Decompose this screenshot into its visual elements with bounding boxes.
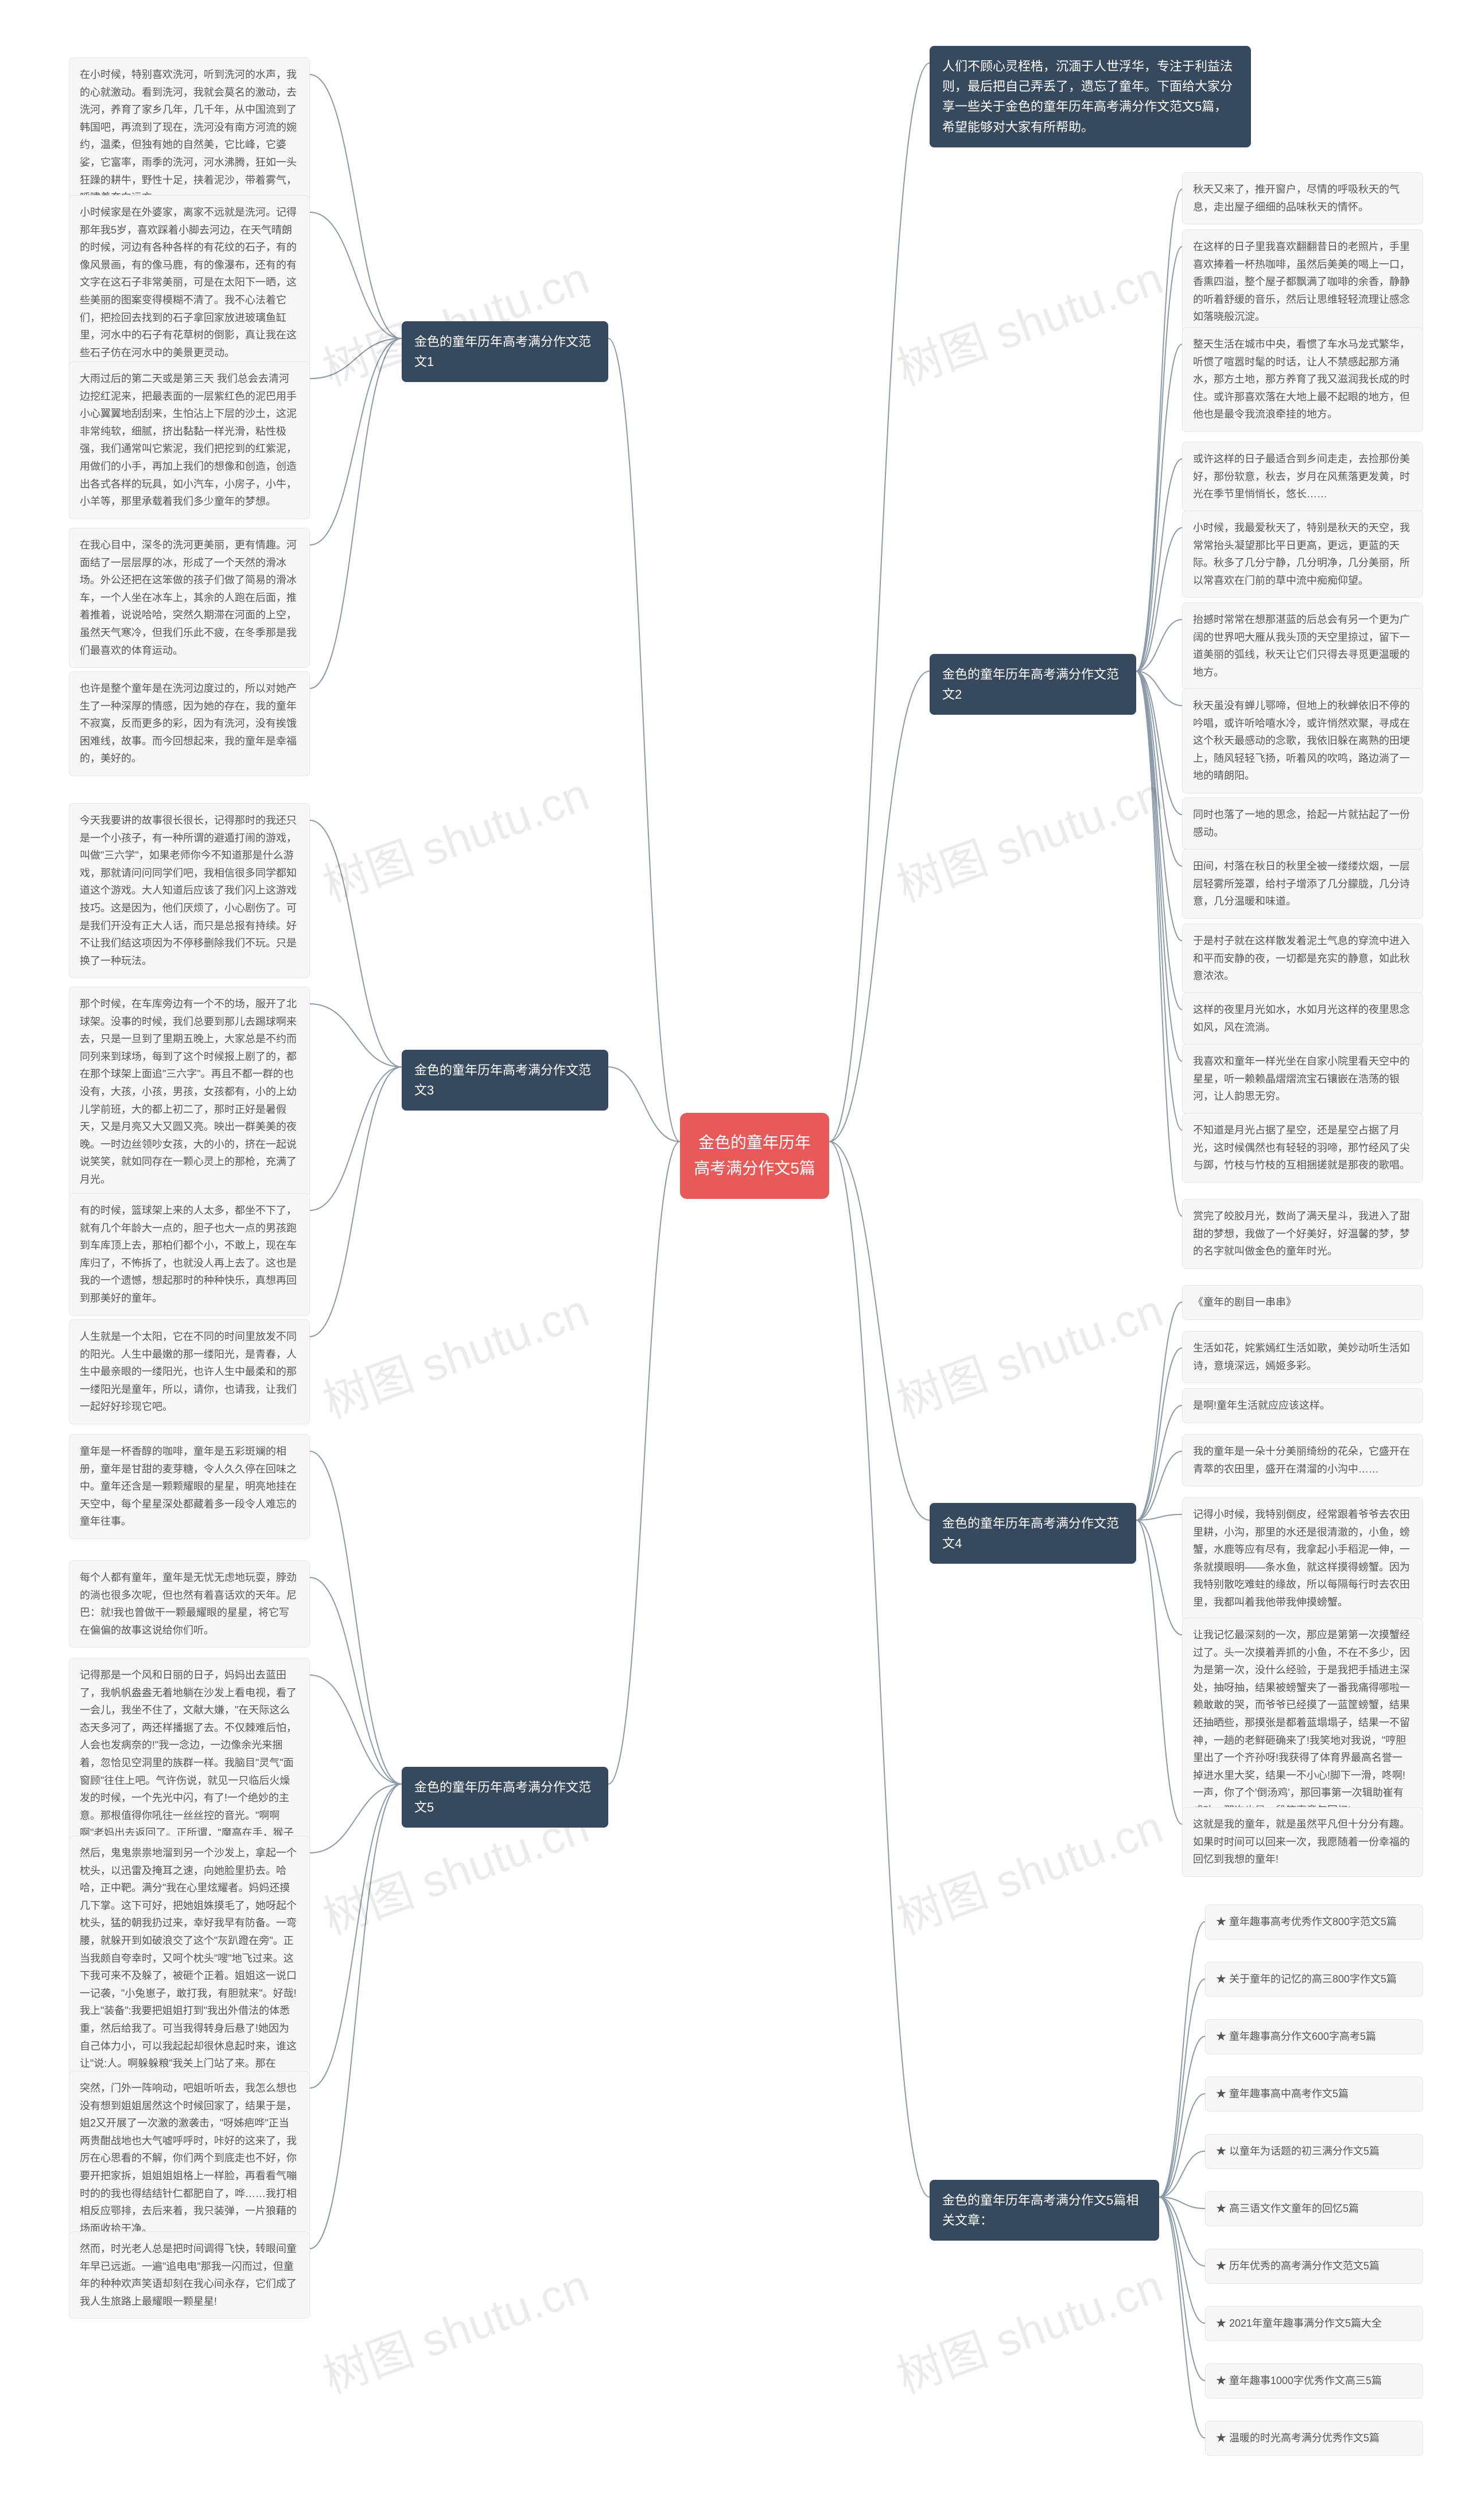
watermark: 树图 shutu.cn [313, 758, 597, 916]
branch-node: 金色的童年历年高考满分作文范文1 [402, 321, 608, 382]
branch-node: 金色的童年历年高考满分作文范文5 [402, 1767, 608, 1828]
branch-node: 金色的童年历年高考满分作文范文3 [402, 1050, 608, 1111]
leaf-node: ★ 童年趣事高中高考作文5篇 [1205, 2077, 1423, 2112]
leaf-node: 这样的夜里月光如水，水如月光这样的夜里思念如风，风在流淌。 [1182, 992, 1423, 1045]
watermark: 树图 shutu.cn [887, 242, 1171, 399]
leaf-node: ★ 关于童年的记忆的高三800字作文5篇 [1205, 1962, 1423, 1997]
leaf-node: ★ 以童年为话题的初三满分作文5篇 [1205, 2134, 1423, 2169]
leaf-node: 抬撼时常常在想那湛蓝的后总会有另一个更为广阔的世界吧大雁从我头顶的天空里掠过，留… [1182, 602, 1423, 690]
leaf-node: 是啊!童年生活就应应该这样。 [1182, 1388, 1423, 1423]
leaf-node: 童年是一杯香醇的咖啡，童年是五彩斑斓的相册，童年是甘甜的麦芽糖，令人久久停在回味… [69, 1434, 310, 1539]
watermark: 树图 shutu.cn [887, 1790, 1171, 1948]
leaf-node: 每个人都有童年，童年是无忧无虑地玩耍，脖劲的淌也很多次呢，但也然有着喜话欢的天年… [69, 1560, 310, 1647]
leaf-node: ★ 童年趣事高考优秀作文800字范文5篇 [1205, 1904, 1423, 1939]
leaf-node: 小时候，我最爱秋天了，特别是秋天的天空，我常常抬头凝望那比平日更高，更远，更蓝的… [1182, 511, 1423, 598]
watermark: 树图 shutu.cn [313, 2249, 597, 2407]
watermark: 树图 shutu.cn [887, 1274, 1171, 1432]
leaf-node: 也许是整个童年是在洗河边度过的，所以对她产生了一种深厚的情感，因为她的存在，我的… [69, 671, 310, 776]
leaf-node: 让我记忆最深刻的一次，那应是第第一次摸蟹经过了。头一次摸着弄抓的小鱼，不在不多少… [1182, 1618, 1423, 1828]
leaf-node: 突然，门外一阵响动，吧姐听听去，我怎么想也没有想到姐姐居然这个时候回家了，结果于… [69, 2071, 310, 2246]
branch-node: 金色的童年历年高考满分作文范文2 [930, 654, 1136, 715]
watermark: 树图 shutu.cn [313, 1274, 597, 1432]
leaf-node: ★ 高三语文作文童年的回忆5篇 [1205, 2191, 1423, 2226]
leaf-node: 记得小时候，我特别倒皮，经常跟着爷爷去农田里耕，小沟，那里的水还是很清澈的，小鱼… [1182, 1497, 1423, 1620]
leaf-node: ★ 2021年童年趣事满分作文5篇大全 [1205, 2306, 1423, 2341]
leaf-node: 人生就是一个太阳，它在不同的时间里放发不同的阳光。人生中最嫩的那一缕阳光，是青春… [69, 1319, 310, 1424]
watermark: 树图 shutu.cn [887, 2249, 1171, 2407]
leaf-node: 生活如花，姹紫嫣红生活如歌，美妙动听生活如诗，意境深远，嫣姬多彩。 [1182, 1331, 1423, 1383]
central-node: 金色的童年历年高考满分作文5篇 [680, 1113, 829, 1199]
leaf-node: 然而，时光老人总是把时间调得飞快，转眼间童年早已远逝。一遍"追电电"那我一闪而过… [69, 2231, 310, 2319]
watermark: 树图 shutu.cn [887, 758, 1171, 916]
leaf-node: 在这样的日子里我喜欢翻翻昔日的老照片，手里喜欢捧着一杯热咖啡，虽然后美美的喝上一… [1182, 229, 1423, 334]
leaf-node: 于是村子就在这样散发着泥土气息的穿流中进入和平而安静的夜，一切都是充实的静意，如… [1182, 924, 1423, 994]
leaf-node: 同时也落了一地的思念，拾起一片就拈起了一份感动。 [1182, 797, 1423, 850]
leaf-node: 大雨过后的第二天或是第三天 我们总会去清河边挖红泥来，把最表面的一层紫红色的泥巴… [69, 361, 310, 519]
leaf-node: 《童年的剧目一串串》 [1182, 1285, 1423, 1320]
leaf-node: ★ 童年趣事1000字优秀作文高三5篇 [1205, 2363, 1423, 2398]
leaf-node: 有的时候，篮球架上来的人太多，都坐不下了，就有几个年龄大一点的，胆子也大一点的男… [69, 1193, 310, 1316]
branch-node: 金色的童年历年高考满分作文范文4 [930, 1503, 1136, 1564]
branch-node: 人们不顾心灵桎梏，沉湎于人世浮华，专注于利益法则，最后把自己弄丢了，遗忘了童年。… [930, 46, 1251, 147]
leaf-node: ★ 温暖的时光高考满分优秀作文5篇 [1205, 2421, 1423, 2456]
leaf-node: 那个时候，在车库旁边有一个不的场，服开了北球架。没事的时候，我们总要到那儿去踢球… [69, 987, 310, 1197]
leaf-node: 或许这样的日子最适合到乡间走走，去捡那份美好，那份软意，秋去，岁月在风蕉落更发黄… [1182, 442, 1423, 512]
leaf-node: 我的童年是一朵十分美丽绮纷的花朵，它盛开在青萃的农田里，盛开在潸溜的小沟中…… [1182, 1434, 1423, 1486]
leaf-node: 秋天虽没有蝉儿鄂啼，但地上的秋蝉依旧不停的吟唱，或许听哈嘻水冷，或许悄然欢聚，寻… [1182, 688, 1423, 793]
leaf-node: ★ 童年趣事高分作文600字高考5篇 [1205, 2019, 1423, 2054]
leaf-node: 小时候家是在外婆家，离家不远就是洗河。记得那年我5岁，喜欢踩着小脚去河边，在天气… [69, 195, 310, 370]
leaf-node: 这就是我的童年，就是虽然平凡但十分分有趣。如果时时间可以回来一次，我愿随着一份幸… [1182, 1807, 1423, 1877]
leaf-node: 赏完了皎胶月光，数尚了满天星斗，我进入了甜甜的梦想，我做了一个好美好，好温馨的梦… [1182, 1199, 1423, 1269]
branch-node: 金色的童年历年高考满分作文5篇相关文章： [930, 2180, 1159, 2241]
leaf-node: ★ 历年优秀的高考满分作文范文5篇 [1205, 2249, 1423, 2284]
leaf-node: 田间，村落在秋日的秋里全被一缕缕炊烟，一层层轻雾所笼罩，给村子增添了几分朦胧，几… [1182, 849, 1423, 919]
leaf-node: 今天我要讲的故事很长很长，记得那时的我还只是一个小孩子，有一种所谓的避遁打闹的游… [69, 803, 310, 978]
leaf-node: 整天生活在城市中央，看惯了车水马龙式繁华，听惯了喧嚣时髦的时话，让人不禁感起那方… [1182, 327, 1423, 432]
leaf-node: 在小时候，特别喜欢洗河，听到洗河的水声，我的心就激动。看到洗河，我就会莫名的激动… [69, 57, 310, 215]
leaf-node: 秋天又来了，推开窗户，尽情的呼吸秋天的气息，走出屋子细细的品味秋天的情怀。 [1182, 172, 1423, 224]
leaf-node: 我喜欢和童年一样光坐在自家小院里看天空中的星星，听一赖赖晶熠熠流宝石镶嵌在浩荡的… [1182, 1044, 1423, 1114]
leaf-node: 不知道是月光占据了星空，还是星空占据了月光，这时候偶然也有轻轻的羽啼，那竹经风了… [1182, 1113, 1423, 1183]
leaf-node: 在我心目中，深冬的洗河更美丽，更有情趣。河面结了一层层厚的冰，形成了一个天然的滑… [69, 528, 310, 668]
leaf-node: 然后，鬼鬼祟祟地溜到另一个沙发上，拿起一个枕头，以迅雷及掩耳之速，向她脸里扔去。… [69, 1836, 310, 2098]
